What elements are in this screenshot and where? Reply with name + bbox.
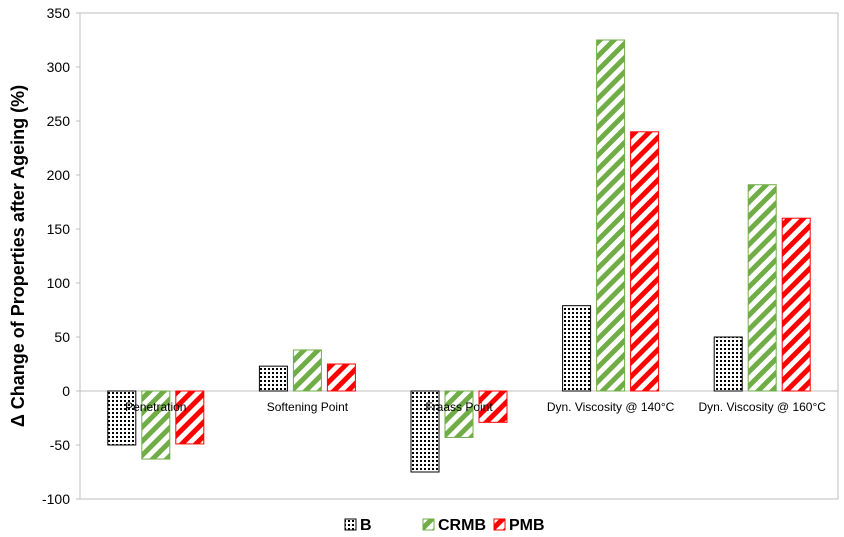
bar-b <box>562 305 592 392</box>
y-tick-label: 100 <box>47 275 71 291</box>
bar-crmb <box>141 390 171 460</box>
y-axis: -100 -50 0 50 100 150 200 250 300 350 <box>42 5 80 507</box>
y-tick-label: 300 <box>47 59 71 75</box>
bar-pmb <box>781 217 811 392</box>
y-tick-label: -50 <box>50 437 70 453</box>
bar-crmb <box>747 184 777 392</box>
y-tick-label: 250 <box>47 113 71 129</box>
category-labels: Penetration Softening Point Fraass Point Dy… <box>125 400 826 414</box>
legend-swatch-pmb <box>493 518 506 531</box>
y-axis-title: Δ Change of Properties after Ageing (%) <box>8 85 28 427</box>
y-tick-label: 150 <box>47 221 71 237</box>
bar-pmb <box>630 131 660 392</box>
y-tick-label: 350 <box>47 5 71 21</box>
bar-b <box>107 390 137 446</box>
y-tick-label: 0 <box>62 383 70 399</box>
bars <box>107 39 811 473</box>
legend-label-crmb: CRMB <box>438 517 486 534</box>
legend-label-b: B <box>360 517 372 534</box>
category-label: Penetration <box>125 400 186 414</box>
legend-swatch-b <box>344 518 357 531</box>
y-tick-label: 200 <box>47 167 71 183</box>
legend-swatch-crmb <box>422 518 435 531</box>
y-tick-label: -100 <box>42 491 70 507</box>
bar-b <box>258 365 288 392</box>
bar-b <box>713 336 743 392</box>
bar-crmb <box>292 349 322 392</box>
bar-pmb <box>175 390 205 445</box>
legend-label-pmb: PMB <box>509 517 545 534</box>
legend: B CRMB PMB <box>344 517 545 534</box>
category-label: Dyn. Viscosity @ 140°C <box>547 400 675 414</box>
bar-pmb <box>326 363 356 392</box>
category-label: Dyn. Viscosity @ 160°C <box>698 400 826 414</box>
category-label: Fraass Point <box>425 400 493 414</box>
category-label: Softening Point <box>267 400 349 414</box>
plot-border <box>79 12 839 500</box>
bar-pmb <box>478 390 508 423</box>
bar-b <box>410 390 440 473</box>
bar-crmb <box>596 39 626 392</box>
bar-crmb <box>444 390 474 438</box>
y-tick-label: 50 <box>54 329 70 345</box>
